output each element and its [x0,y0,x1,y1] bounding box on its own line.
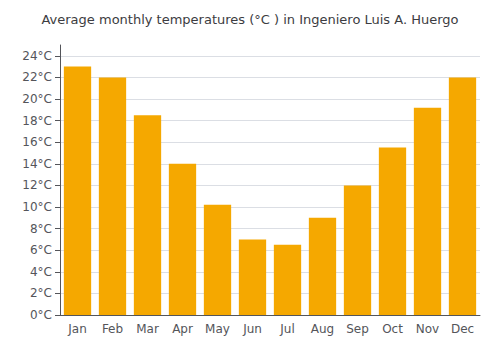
svg-text:18°C: 18°C [22,114,52,128]
svg-text:24°C: 24°C [22,49,52,63]
svg-text:Oct: Oct [382,322,403,336]
svg-text:0°C: 0°C [30,308,52,322]
svg-text:14°C: 14°C [22,157,52,171]
svg-text:10°C: 10°C [22,200,52,214]
svg-text:8°C: 8°C [30,222,52,236]
svg-text:22°C: 22°C [22,70,52,84]
svg-text:Mar: Mar [136,322,159,336]
svg-text:12°C: 12°C [22,178,52,192]
svg-text:Jun: Jun [242,322,262,336]
svg-text:20°C: 20°C [22,92,52,106]
svg-text:Jan: Jan [67,322,87,336]
svg-text:Apr: Apr [172,322,193,336]
svg-text:Aug: Aug [311,322,334,336]
svg-text:16°C: 16°C [22,135,52,149]
svg-text:Feb: Feb [102,322,123,336]
svg-text:2°C: 2°C [30,286,52,300]
svg-text:Dec: Dec [451,322,474,336]
svg-text:Average monthly temperatures (: Average monthly temperatures (°C ) in In… [41,12,458,27]
svg-text:Nov: Nov [416,322,439,336]
svg-text:Jul: Jul [279,322,294,336]
svg-text:6°C: 6°C [30,243,52,257]
svg-text:Sep: Sep [346,322,369,336]
svg-text:4°C: 4°C [30,265,52,279]
svg-text:May: May [205,322,230,336]
